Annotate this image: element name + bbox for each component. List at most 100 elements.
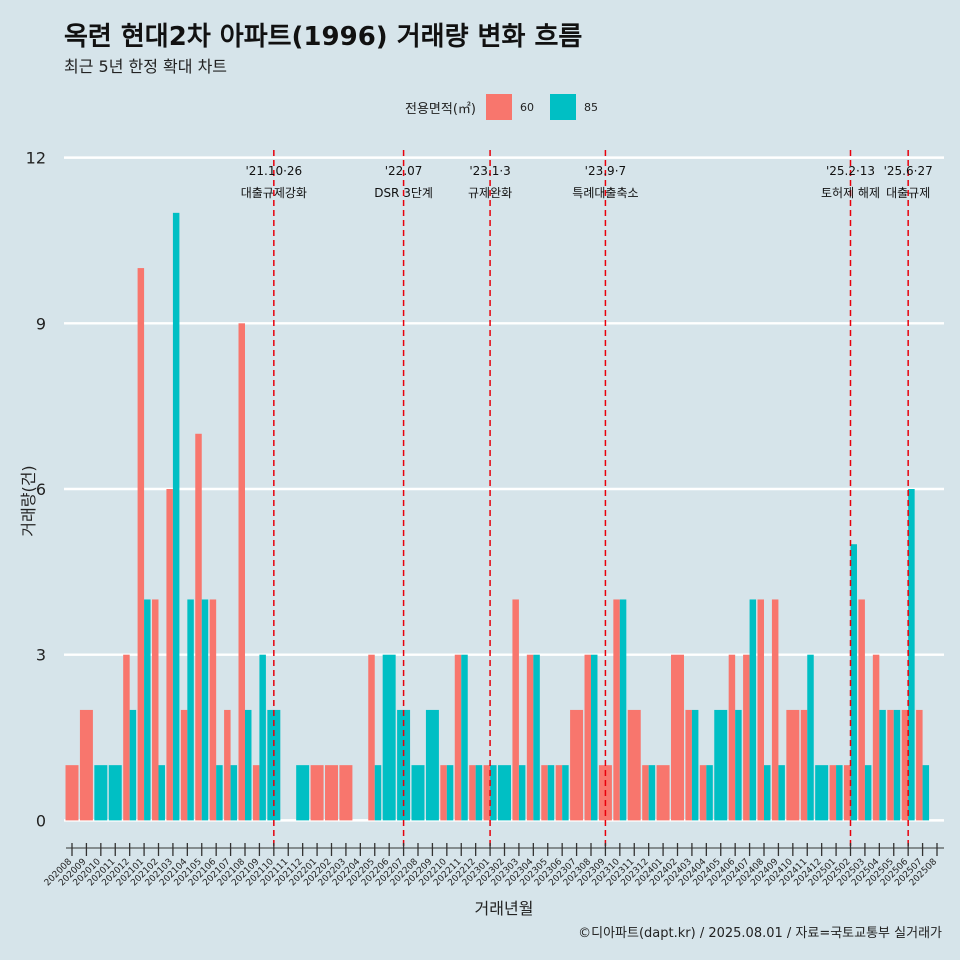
bar-85-202412	[815, 765, 829, 821]
bar-60-202505	[887, 709, 894, 821]
y-tick-label: 3	[36, 646, 46, 665]
bar-85-202112	[296, 765, 310, 821]
bar-60-202504	[872, 654, 880, 821]
bar-85-202304	[533, 654, 540, 821]
y-tick-label: 12	[26, 149, 46, 168]
legend-swatch-60	[485, 94, 512, 120]
bar-60-202107	[224, 709, 231, 821]
event-date-label: '23.9·7	[585, 164, 626, 178]
bar-60-202201	[310, 765, 324, 821]
bar-60-202506	[901, 709, 909, 821]
bar-85-202506	[908, 489, 915, 821]
bar-60-202305	[541, 765, 548, 821]
legend-swatch-85	[549, 94, 576, 120]
bar-60-202311	[627, 709, 641, 821]
bar-85-202211	[461, 654, 468, 821]
event-name-label: 규제완화	[468, 186, 512, 200]
bar-85-202404	[706, 765, 713, 821]
bar-60-202407	[743, 654, 750, 821]
bar-85-202405	[714, 709, 728, 821]
bar-85-202010	[94, 765, 108, 821]
bar-60-202408	[757, 599, 764, 821]
bar-85-202109	[259, 654, 266, 821]
bar-85-202407	[749, 599, 757, 821]
bar-60-202502	[844, 765, 851, 821]
bar-85-202205	[374, 765, 382, 821]
legend-title: 전용면적(㎡)	[405, 101, 476, 117]
event-date-label: '23.1·3	[469, 164, 510, 178]
bar-85-202310	[619, 599, 627, 821]
legend-label-60: 60	[519, 100, 534, 114]
bar-85-202507	[922, 765, 930, 821]
bar-60-202211	[454, 654, 462, 821]
bar-85-202501	[836, 765, 843, 821]
bar-60-202205	[368, 654, 375, 821]
bar-85-202101	[144, 599, 151, 821]
legend-item-85[interactable]: 85	[549, 94, 606, 120]
bar-60-202009	[79, 709, 93, 821]
bar-85-202206	[382, 654, 396, 821]
bar-85-202503	[864, 765, 872, 821]
bar-85-202305	[547, 765, 555, 821]
event-date-label: '25.2·13	[826, 164, 875, 178]
bar-85-202502	[850, 544, 857, 821]
bar-60-202507	[916, 709, 923, 821]
bar-60-202202	[325, 765, 338, 821]
bar-60-202312	[642, 765, 649, 821]
x-axis-title: 거래년월	[475, 899, 534, 918]
bar-60-202401	[656, 765, 670, 821]
bar-60-202012	[123, 654, 130, 821]
bar-85-202108	[245, 709, 252, 821]
y-axis-title: 거래량(건)	[19, 465, 38, 536]
event-name-label: 대출규제강화	[241, 186, 307, 200]
bar-85-202212	[475, 765, 483, 821]
bar-85-202406	[735, 709, 742, 821]
bar-60-202501	[829, 765, 837, 821]
bar-60-202101	[137, 268, 145, 821]
event-name-label: DSR 3단계	[374, 186, 433, 200]
bar-60-202301	[483, 765, 491, 821]
bar-85-202403	[691, 709, 699, 821]
bar-60-202103	[166, 489, 173, 821]
bar-60-202203	[339, 765, 353, 821]
bar-60-202108	[238, 323, 245, 821]
y-tick-label: 0	[36, 811, 46, 830]
bar-85-202208	[411, 765, 425, 821]
bar-60-202308	[584, 654, 591, 821]
y-tick-label: 9	[36, 314, 46, 333]
bar-85-202106	[216, 765, 223, 821]
bar-85-202308	[591, 654, 598, 821]
bar-85-202103	[172, 212, 180, 821]
bar-85-202306	[562, 765, 569, 821]
bar-85-202209	[425, 709, 439, 821]
legend-item-60[interactable]: 60	[485, 94, 542, 120]
bar-60-202310	[613, 599, 620, 821]
bar-60-202304	[526, 654, 534, 821]
bar-60-202411	[800, 709, 808, 821]
y-tick-label: 6	[36, 480, 46, 499]
bar-60-202409	[771, 599, 779, 821]
event-name-label: 토허제 해제	[821, 186, 880, 200]
bar-60-202212	[469, 765, 476, 821]
bar-60-202102	[152, 599, 159, 821]
bar-85-202107	[230, 765, 238, 821]
bar-85-202104	[187, 599, 194, 821]
event-date-label: '21.10·26	[245, 164, 302, 178]
bar-60-202410	[786, 709, 800, 821]
bar-60-202008	[65, 765, 79, 821]
event-name-label: 특례대출축소	[572, 186, 638, 200]
bar-85-202210	[446, 765, 454, 821]
bar-60-202306	[555, 765, 563, 821]
bar-60-202403	[685, 709, 692, 821]
bar-60-202210	[440, 765, 447, 821]
bar-85-202302	[498, 765, 511, 821]
bar-60-202106	[209, 599, 217, 821]
bar-85-202102	[158, 765, 165, 821]
event-date-label: '22.07	[385, 164, 423, 178]
chart-subtitle: 최근 5년 한정 확대 차트	[64, 57, 228, 76]
bar-85-202301	[490, 765, 497, 821]
event-date-label: '25.6·27	[884, 164, 933, 178]
bar-85-202303	[518, 765, 526, 821]
